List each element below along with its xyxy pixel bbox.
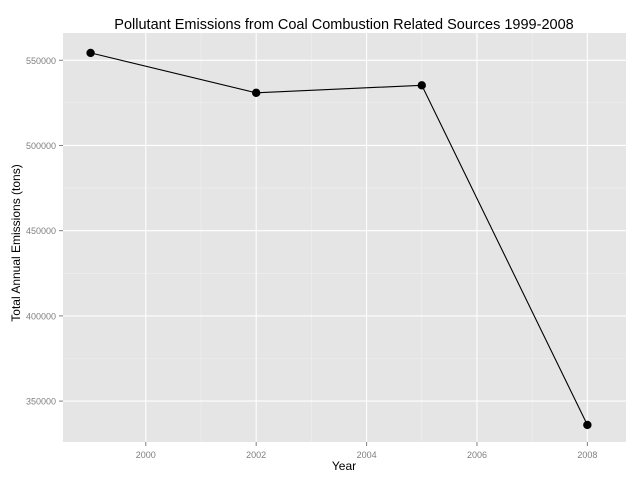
data-point: [583, 420, 592, 430]
x-tick-label: 2006: [467, 450, 487, 460]
x-tick-label: 2004: [357, 450, 377, 460]
data-point: [86, 48, 95, 58]
x-tick-label: 2002: [246, 450, 266, 460]
y-tick-label: 400000: [26, 311, 56, 321]
minor-gridlines: [63, 33, 626, 442]
data-point: [417, 81, 426, 90]
x-tick-label: 2008: [577, 450, 597, 460]
major-gridlines: [63, 33, 626, 442]
y-axis-label: Total Annual Emissions (tons): [9, 164, 23, 321]
y-tick-label: 450000: [26, 226, 56, 236]
y-tick-label: 550000: [26, 56, 56, 66]
data-point: [251, 88, 261, 98]
x-axis-label: Year: [332, 459, 356, 473]
series-emissions: [86, 48, 592, 430]
y-tick-label: 350000: [26, 397, 56, 407]
plot-panel: [63, 33, 626, 442]
x-tick-label: 2000: [136, 450, 156, 460]
x-axis-ticks: 2000 2002 2004 2006 2008: [136, 442, 597, 460]
chart-title: Pollutant Emissions from Coal Combustion…: [114, 17, 573, 33]
y-axis-ticks: 350000 400000 450000 500000 550000: [26, 56, 63, 407]
emissions-line: [90, 52, 588, 426]
y-tick-label: 500000: [26, 141, 56, 151]
